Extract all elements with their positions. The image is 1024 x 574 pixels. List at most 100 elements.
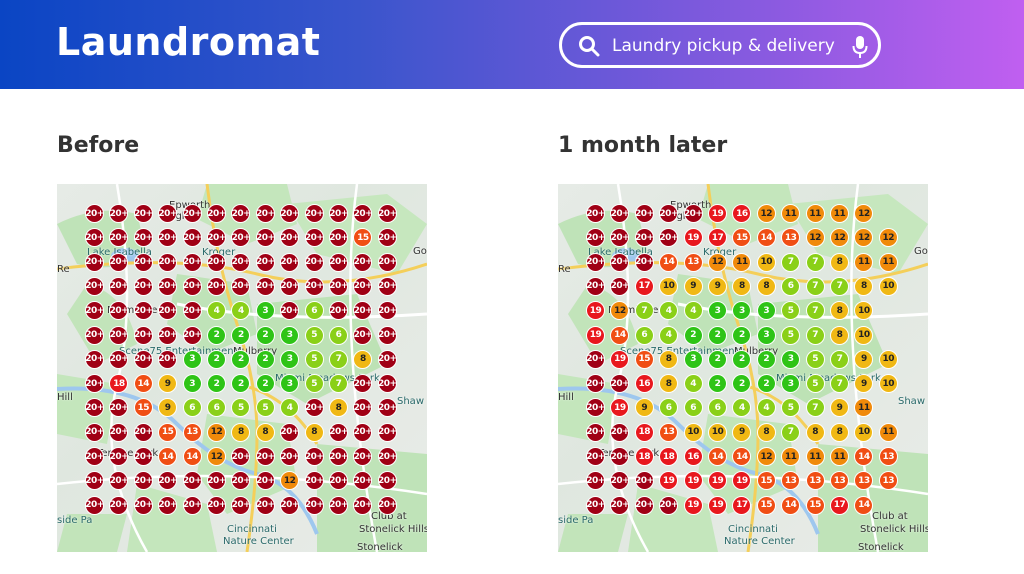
rank-marker[interactable]: 5 <box>781 301 801 321</box>
rank-marker[interactable]: 14 <box>610 325 630 345</box>
rank-marker[interactable]: 7 <box>830 276 849 296</box>
rank-marker[interactable]: 2 <box>683 325 703 345</box>
rank-marker[interactable]: 3 <box>280 325 300 345</box>
rank-marker[interactable]: 3 <box>255 301 275 321</box>
rank-marker[interactable]: 20+ <box>207 276 226 296</box>
rank-marker[interactable]: 20+ <box>304 228 324 248</box>
rank-marker[interactable]: 2 <box>207 325 226 345</box>
rank-marker[interactable]: 20+ <box>304 495 324 515</box>
rank-marker[interactable]: 5 <box>255 398 275 418</box>
rank-marker[interactable]: 5 <box>781 325 801 345</box>
map-before[interactable]: EpworthHeightsLake IsabellaKrogerReGoMia… <box>57 184 427 552</box>
rank-marker[interactable]: 9 <box>732 422 752 442</box>
rank-marker[interactable]: 19 <box>708 471 727 491</box>
rank-marker[interactable]: 20+ <box>207 252 226 272</box>
rank-marker[interactable]: 20+ <box>182 276 202 296</box>
rank-marker[interactable]: 9 <box>708 276 727 296</box>
rank-marker[interactable]: 6 <box>207 398 226 418</box>
rank-marker[interactable]: 20+ <box>329 228 348 248</box>
rank-marker[interactable]: 8 <box>329 398 348 418</box>
rank-marker[interactable]: 20+ <box>329 276 348 296</box>
rank-marker[interactable]: 13 <box>854 471 874 491</box>
rank-marker[interactable]: 20+ <box>182 325 202 345</box>
rank-marker[interactable]: 7 <box>805 301 825 321</box>
rank-marker[interactable]: 15 <box>732 228 752 248</box>
rank-marker[interactable]: 3 <box>683 349 703 369</box>
rank-marker[interactable]: 7 <box>805 252 825 272</box>
rank-marker[interactable]: 20+ <box>133 471 153 491</box>
rank-marker[interactable]: 13 <box>781 471 801 491</box>
rank-marker[interactable]: 13 <box>878 471 898 491</box>
rank-marker[interactable]: 4 <box>659 301 679 321</box>
rank-marker[interactable]: 8 <box>805 422 825 442</box>
rank-marker[interactable]: 2 <box>732 349 752 369</box>
rank-marker[interactable]: 12 <box>854 228 874 248</box>
rank-marker[interactable]: 20+ <box>634 495 654 515</box>
rank-marker[interactable]: 20+ <box>158 325 177 345</box>
rank-marker[interactable]: 20+ <box>659 204 678 223</box>
rank-marker[interactable]: 20+ <box>158 471 177 491</box>
rank-marker[interactable]: 14 <box>182 447 202 466</box>
rank-marker[interactable]: 11 <box>805 204 825 223</box>
rank-marker[interactable]: 20+ <box>353 447 373 466</box>
rank-marker[interactable]: 20+ <box>377 398 397 418</box>
rank-marker[interactable]: 11 <box>830 447 849 466</box>
rank-marker[interactable]: 20+ <box>255 276 275 296</box>
rank-marker[interactable]: 14 <box>708 447 727 466</box>
rank-marker[interactable]: 4 <box>659 325 679 345</box>
rank-marker[interactable]: 20+ <box>586 471 605 491</box>
rank-marker[interactable]: 20+ <box>610 374 630 394</box>
rank-marker[interactable]: 20+ <box>133 276 153 296</box>
rank-marker[interactable]: 12 <box>854 204 874 223</box>
rank-marker[interactable]: 20+ <box>586 374 605 394</box>
rank-marker[interactable]: 12 <box>805 228 825 248</box>
rank-marker[interactable]: 10 <box>878 349 898 369</box>
rank-marker[interactable]: 19 <box>586 325 605 345</box>
rank-marker[interactable]: 3 <box>756 301 776 321</box>
rank-marker[interactable]: 17 <box>830 495 849 515</box>
rank-marker[interactable]: 20+ <box>182 495 202 515</box>
rank-marker[interactable]: 20+ <box>586 495 605 515</box>
rank-marker[interactable]: 5 <box>231 398 251 418</box>
rank-marker[interactable]: 15 <box>353 228 373 248</box>
rank-marker[interactable]: 20+ <box>304 447 324 466</box>
rank-marker[interactable]: 2 <box>231 325 251 345</box>
rank-marker[interactable]: 18 <box>659 447 679 466</box>
rank-marker[interactable]: 7 <box>634 301 654 321</box>
rank-marker[interactable]: 2 <box>207 349 226 369</box>
rank-marker[interactable]: 20+ <box>109 398 129 418</box>
rank-marker[interactable]: 2 <box>708 349 727 369</box>
rank-marker[interactable]: 15 <box>634 349 654 369</box>
rank-marker[interactable]: 12 <box>756 447 776 466</box>
rank-marker[interactable]: 20+ <box>280 276 299 296</box>
rank-marker[interactable]: 20+ <box>610 495 630 515</box>
rank-marker[interactable]: 20+ <box>353 276 373 296</box>
rank-marker[interactable]: 8 <box>854 276 874 296</box>
rank-marker[interactable]: 20+ <box>133 447 153 466</box>
rank-marker[interactable]: 2 <box>207 374 226 394</box>
rank-marker[interactable]: 3 <box>756 325 776 345</box>
rank-marker[interactable]: 20+ <box>610 252 630 272</box>
rank-marker[interactable]: 20+ <box>610 447 630 466</box>
rank-marker[interactable]: 20+ <box>133 495 153 515</box>
rank-marker[interactable]: 2 <box>231 374 251 394</box>
rank-marker[interactable]: 19 <box>610 398 630 418</box>
rank-marker[interactable]: 19 <box>683 495 703 515</box>
rank-marker[interactable]: 6 <box>182 398 202 418</box>
rank-marker[interactable]: 13 <box>878 447 898 466</box>
rank-marker[interactable]: 20+ <box>85 276 104 296</box>
rank-marker[interactable]: 7 <box>830 374 849 394</box>
rank-marker[interactable]: 12 <box>610 301 630 321</box>
rank-marker[interactable]: 3 <box>708 301 727 321</box>
rank-marker[interactable]: 15 <box>805 495 825 515</box>
rank-marker[interactable]: 20+ <box>280 252 299 272</box>
rank-marker[interactable]: 20+ <box>85 252 104 272</box>
rank-marker[interactable]: 20+ <box>353 471 373 491</box>
rank-marker[interactable]: 20+ <box>586 447 605 466</box>
rank-marker[interactable]: 8 <box>304 422 324 442</box>
rank-marker[interactable]: 14 <box>854 495 874 515</box>
rank-marker[interactable]: 16 <box>732 204 752 223</box>
rank-marker[interactable]: 20+ <box>377 349 397 369</box>
rank-marker[interactable]: 6 <box>781 276 801 296</box>
rank-marker[interactable]: 5 <box>304 374 324 394</box>
